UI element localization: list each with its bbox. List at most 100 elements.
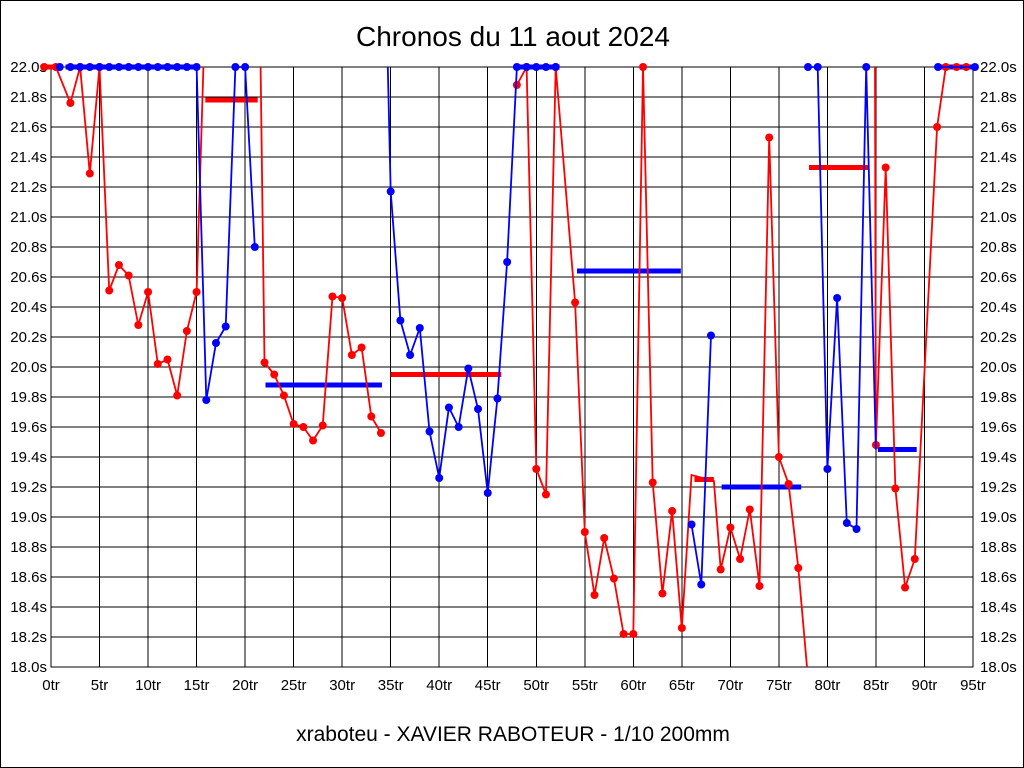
x-tick-label: 35tr: [378, 677, 404, 694]
blue-series-line: [386, 66, 556, 494]
blue-series-point: [804, 63, 813, 71]
red-series-point: [901, 583, 910, 592]
x-tick-label: 80tr: [814, 677, 840, 694]
y-tick-label-left: 19.2s: [10, 479, 47, 496]
y-tick-label-right: 20.6s: [980, 269, 1017, 286]
blue-series-point: [512, 63, 521, 71]
x-tick-label: 45tr: [475, 677, 501, 694]
red-series-point: [376, 429, 385, 437]
blue-series-point: [144, 63, 153, 71]
y-tick-label-right: 21.2s: [980, 179, 1017, 196]
red-series-point: [182, 327, 191, 335]
y-tick-label-right: 20.2s: [980, 329, 1017, 346]
red-series-point: [328, 292, 337, 301]
blue-series-point: [425, 427, 434, 436]
y-tick-label-right: 19.0s: [980, 509, 1017, 526]
red-series-point: [260, 358, 269, 367]
red-series-point: [173, 391, 182, 400]
y-tick-label-left: 19.6s: [10, 419, 47, 436]
red-series-point: [726, 523, 735, 532]
y-tick-label-right: 21.8s: [980, 89, 1017, 106]
y-tick-label-right: 19.6s: [980, 419, 1017, 436]
blue-series-point: [192, 63, 201, 71]
blue-series-point: [474, 405, 483, 413]
blue-series-point: [231, 63, 240, 71]
blue-series-point: [250, 243, 259, 251]
red-series-point: [891, 484, 900, 493]
blue-series-point: [163, 63, 172, 71]
y-tick-label-right: 22.0s: [980, 59, 1017, 76]
blue-series-point: [706, 331, 715, 340]
y-tick-label-right: 18.8s: [980, 539, 1017, 556]
blue-series-point: [444, 403, 453, 412]
red-series-point: [571, 298, 580, 307]
red-series-point: [163, 355, 172, 364]
blue-series-point: [852, 525, 861, 533]
blue-series-point: [415, 324, 424, 332]
blue-series-point: [55, 63, 64, 71]
red-series-point: [910, 555, 919, 563]
red-series-point: [357, 343, 366, 352]
red-series-point: [784, 480, 793, 488]
y-tick-label-left: 21.8s: [10, 89, 47, 106]
red-series-point: [609, 574, 618, 583]
blue-series-point: [406, 351, 415, 359]
x-tick-label: 25tr: [281, 677, 307, 694]
blue-series-point: [483, 489, 492, 497]
red-series-point: [590, 591, 599, 599]
chart-title: Chronos du 11 aout 2024: [356, 21, 670, 52]
y-tick-label-left: 21.0s: [10, 209, 47, 226]
x-tick-label: 5tr: [91, 677, 109, 694]
red-series-point: [192, 288, 201, 296]
y-tick-label-right: 19.4s: [980, 449, 1017, 466]
red-series-point: [144, 288, 153, 296]
red-series-point: [774, 453, 783, 461]
red-series-point: [580, 528, 589, 536]
blue-series-point: [124, 63, 133, 71]
y-tick-label-left: 19.4s: [10, 449, 47, 466]
blue-series-point: [970, 63, 979, 71]
red-series-point: [736, 555, 745, 563]
x-tick-label: 75tr: [766, 677, 792, 694]
x-tick-label: 30tr: [329, 677, 355, 694]
y-tick-label-left: 21.6s: [10, 119, 47, 136]
red-series-point: [639, 63, 648, 71]
blue-series-point: [522, 63, 531, 71]
blue-series-point: [202, 396, 211, 404]
blue-series-point: [173, 63, 182, 71]
blue-series-point: [687, 520, 696, 529]
blue-series-point: [493, 394, 502, 403]
y-tick-label-right: 20.0s: [980, 359, 1017, 376]
red-series-point: [541, 490, 550, 499]
y-tick-label-right: 21.4s: [980, 149, 1017, 166]
red-series-point: [600, 534, 609, 542]
y-tick-label-left: 19.8s: [10, 389, 47, 406]
blue-series-point: [76, 63, 85, 71]
red-series-point: [881, 163, 890, 172]
y-tick-label-right: 20.4s: [980, 299, 1017, 316]
red-series-point: [105, 286, 114, 295]
y-tick-label-left: 20.0s: [10, 359, 47, 376]
x-tick-label: 40tr: [426, 677, 452, 694]
red-series-point: [745, 505, 754, 514]
y-tick-label-left: 18.8s: [10, 539, 47, 556]
red-series-point: [755, 582, 764, 590]
y-tick-label-right: 20.8s: [980, 239, 1017, 256]
blue-series-line: [70, 66, 256, 401]
y-tick-label-left: 22.0s: [10, 59, 47, 76]
red-series-point: [289, 420, 298, 428]
red-series-point: [134, 321, 143, 329]
x-tick-label: 20tr: [232, 677, 258, 694]
blue-series-point: [95, 63, 104, 71]
blue-series-point: [114, 63, 123, 71]
blue-series-point: [435, 474, 444, 482]
red-series-point: [677, 624, 686, 632]
blue-series-point: [182, 63, 191, 71]
red-series-point: [270, 370, 279, 379]
red-series-point: [933, 123, 942, 131]
blue-series-point: [551, 63, 560, 71]
blue-series-point: [813, 63, 822, 71]
red-series-point: [85, 169, 94, 178]
blue-series-line: [808, 66, 877, 531]
